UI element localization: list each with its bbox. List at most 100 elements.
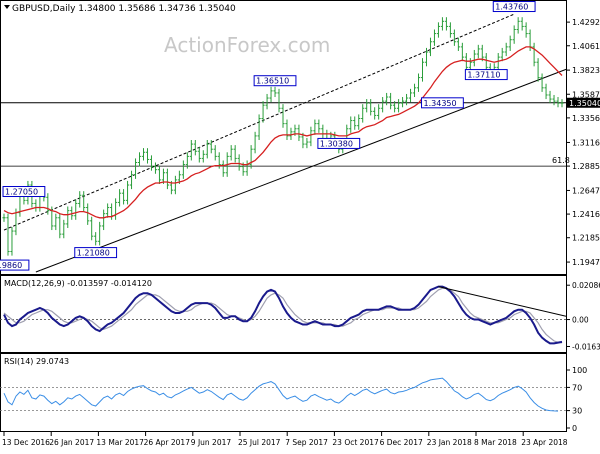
candle (520, 17, 524, 31)
candle (428, 37, 433, 57)
candle (2, 213, 6, 222)
price-tick-label: 1.28850 (572, 162, 600, 171)
candle (484, 53, 488, 72)
candle (281, 104, 285, 128)
price-pane-frame (0, 0, 567, 275)
price-tick-label: 1.38230 (572, 66, 600, 75)
candle (193, 140, 197, 156)
candle (440, 17, 445, 31)
candle (365, 99, 369, 113)
candle (106, 203, 110, 218)
candle (357, 114, 361, 130)
candle (249, 145, 253, 169)
price-callout: 1.19860 (0, 259, 30, 271)
price-tick-label: 1.35870 (572, 90, 600, 99)
price-callout: 1.30380 (317, 137, 361, 149)
price-tick-label: 1.21850 (572, 234, 600, 243)
price-callout: 1.27050 (2, 186, 46, 198)
candle (444, 17, 449, 31)
candle (412, 83, 417, 98)
candle (464, 53, 468, 72)
date-tick-label: 25 Jul 2017 (238, 438, 281, 447)
candle (289, 127, 293, 140)
candle (209, 140, 213, 154)
price-callout-text: 1.36510 (256, 77, 289, 86)
candle (257, 114, 261, 140)
rsi-tick-label: 70 (572, 383, 582, 392)
price-callout-box (253, 75, 297, 87)
candle (10, 226, 14, 256)
price-callout-box (317, 137, 361, 149)
candle (317, 119, 321, 133)
fib-label: 61.8 (552, 156, 570, 165)
date-tick-label: 9 Jun 2017 (191, 438, 232, 447)
price-callout-text: 1.21080 (77, 249, 110, 258)
rsi-pane-frame (0, 353, 567, 432)
candle (189, 140, 193, 161)
price-callout: 1.43760 (492, 1, 536, 13)
rsi-axis: 100 70 30 0 (0, 366, 587, 433)
price-callout: 1.34350 (421, 97, 464, 109)
candle (221, 160, 225, 177)
macd-signal-line (3, 287, 563, 344)
candle (476, 44, 480, 59)
candle (400, 97, 405, 108)
macd-trendline (438, 286, 567, 317)
candle (98, 221, 102, 246)
candle (500, 47, 504, 62)
candle (277, 88, 281, 113)
candle (273, 86, 277, 98)
candle (141, 148, 146, 161)
price-callout: 1.37110 (464, 69, 508, 81)
macd-line (3, 285, 563, 345)
dropdown-triangle-icon[interactable] (4, 5, 10, 9)
candle (237, 154, 241, 171)
candle (102, 209, 106, 231)
macd-tick-label: -0.016357 (572, 342, 600, 351)
price-axis: 1.42920 1.40610 1.38230 1.35870 1.33560 1.311… (0, 18, 600, 267)
candle (420, 58, 425, 82)
candle (460, 42, 464, 62)
candle (309, 126, 313, 147)
candle (58, 213, 62, 239)
candle (233, 145, 237, 163)
candle (145, 148, 150, 164)
candle (389, 92, 393, 110)
macd-title: MACD(12,26,9) -0.013597 -0.014120 (4, 279, 152, 288)
macd-tick-label: 0.00 (572, 316, 589, 325)
candle (253, 131, 257, 154)
candle (436, 22, 441, 38)
candle (404, 93, 409, 106)
candle (524, 22, 528, 38)
macd-axis: 0.020861 0.00 -0.016357 (0, 281, 600, 351)
price-tick-label: 1.40610 (572, 42, 600, 51)
candle (157, 165, 162, 184)
price-callout-text: 1.19860 (0, 261, 22, 270)
price-callout-box (492, 1, 536, 13)
date-tick-label: 7 Sep 2017 (285, 438, 328, 447)
date-tick-label: 23 Jan 2018 (427, 438, 472, 447)
candle (560, 99, 564, 108)
candle (285, 119, 289, 140)
price-callout-box (0, 259, 30, 271)
rsi-tick-label: 0 (572, 424, 577, 433)
symbol-header: GBPUSD,Daily 1.34800 1.35686 1.34736 1.3… (12, 4, 236, 14)
price-tick-label: 1.33560 (572, 114, 600, 123)
candle (78, 191, 82, 208)
rsi-tick-label: 100 (572, 366, 587, 375)
price-callout-box (464, 69, 508, 81)
current-price-tag (567, 97, 600, 108)
candle (504, 42, 508, 57)
candle (229, 145, 233, 161)
candle (381, 97, 385, 113)
candle (74, 199, 78, 220)
candle (165, 168, 170, 190)
candle (173, 175, 177, 195)
price-callout-text: 1.37110 (467, 71, 500, 80)
candle (396, 99, 401, 113)
candle (62, 219, 66, 239)
rsi-line (3, 377, 559, 412)
candle (516, 17, 520, 34)
